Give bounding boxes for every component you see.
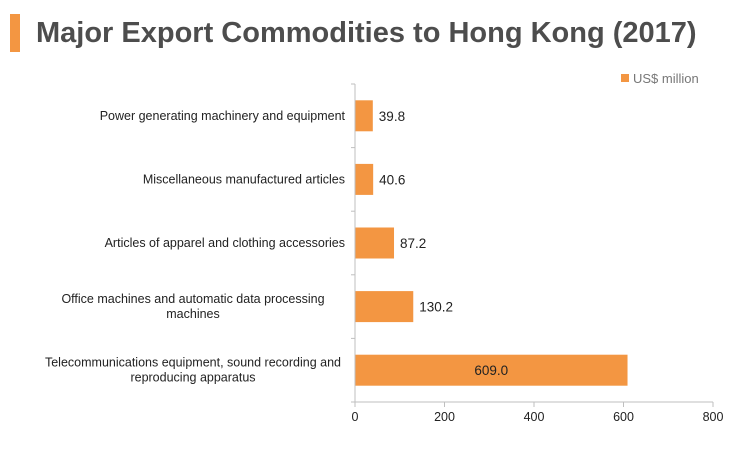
data-label-3: 130.2 <box>419 300 453 315</box>
category-label-1-0: Miscellaneous manufactured articles <box>143 172 345 186</box>
legend-swatch <box>621 74 629 82</box>
x-tick-label-0: 0 <box>352 410 359 424</box>
title-accent-bar <box>10 14 20 52</box>
chart-title: Major Export Commodities to Hong Kong (2… <box>36 17 697 49</box>
x-tick-label-2: 400 <box>524 410 545 424</box>
x-tick-label-4: 800 <box>703 410 724 424</box>
category-label-4-0: Telecommunications equipment, sound reco… <box>45 356 341 370</box>
bar-0 <box>355 100 373 132</box>
x-tick-label-1: 200 <box>434 410 455 424</box>
bar-2 <box>355 227 395 259</box>
data-label-1: 40.6 <box>379 172 405 187</box>
category-label-2-0: Articles of apparel and clothing accesso… <box>105 236 345 250</box>
category-label-0-0: Power generating machinery and equipment <box>100 109 346 123</box>
legend-label: US$ million <box>633 71 699 86</box>
data-label-2: 87.2 <box>400 236 426 251</box>
category-label-4-1: reproducing apparatus <box>130 371 255 385</box>
bar-4 <box>355 354 628 386</box>
category-label-3-1: machines <box>166 307 220 321</box>
category-label-3-0: Office machines and automatic data proce… <box>61 292 324 306</box>
bar-1 <box>355 163 374 195</box>
x-tick-label-3: 600 <box>613 410 634 424</box>
data-label-0: 39.8 <box>379 109 405 124</box>
bar-3 <box>355 291 414 323</box>
data-label-4: 609.0 <box>474 363 508 378</box>
